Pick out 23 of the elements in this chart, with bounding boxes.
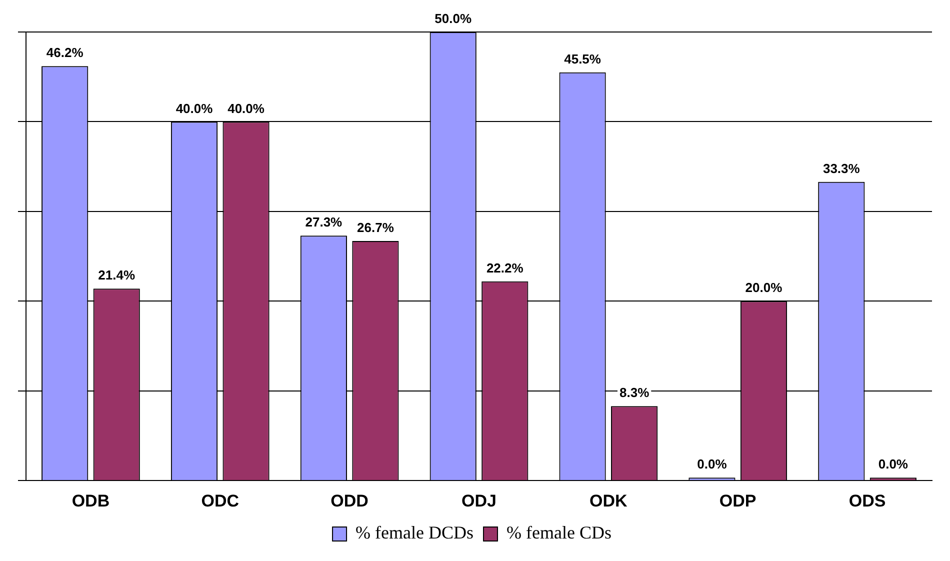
- data-label: 50.0%: [434, 11, 472, 26]
- data-label: 21.4%: [98, 268, 136, 283]
- data-label: 22.2%: [486, 260, 524, 276]
- x-tick-label: ODS: [848, 491, 886, 510]
- data-label: 8.3%: [619, 385, 650, 400]
- data-label: 0.0%: [697, 456, 728, 472]
- data-label: 33.3%: [822, 160, 860, 176]
- legend-label: % female DCDs: [356, 522, 474, 543]
- data-label: 0.0%: [878, 456, 908, 472]
- data-label: 46.2%: [46, 45, 84, 60]
- x-tick-label: ODK: [590, 491, 628, 510]
- data-label: 40.0%: [176, 100, 214, 116]
- legend-label: % female CDs: [506, 522, 612, 543]
- x-tick-label: ODJ: [462, 491, 496, 510]
- x-tick-label: ODP: [719, 491, 756, 510]
- x-tick-label: ODB: [72, 491, 110, 510]
- data-label: 26.7%: [357, 220, 394, 236]
- x-tick-label: ODC: [201, 491, 240, 510]
- data-label: 20.0%: [745, 280, 783, 296]
- data-label: 40.0%: [228, 100, 265, 116]
- data-label: 27.3%: [305, 214, 343, 230]
- x-tick-label: ODD: [330, 491, 368, 510]
- data-label: 45.5%: [564, 51, 602, 66]
